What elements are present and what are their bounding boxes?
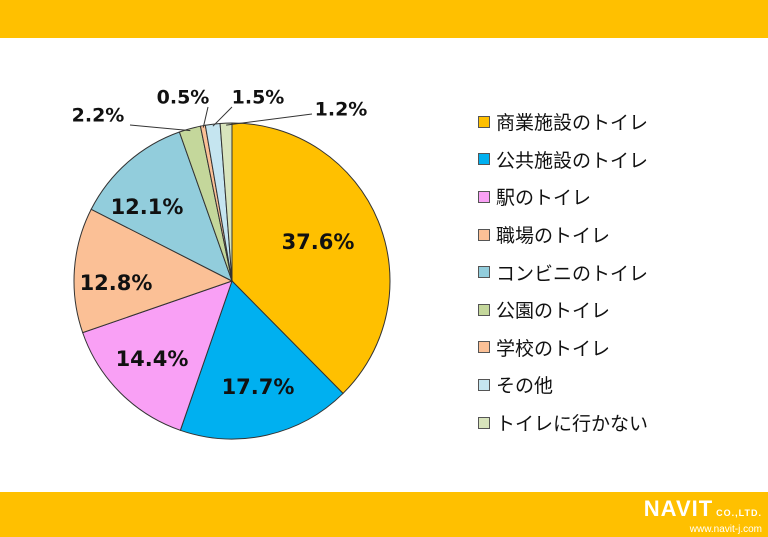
- pie-slice-1: [231, 122, 391, 395]
- data-label-9: 1.2%: [315, 99, 368, 121]
- company-logo: NAVIT CO.,LTD. www.navit-j.com: [644, 498, 762, 536]
- legend: 商業施設のトイレ 公共施設のトイレ 駅のトイレ職場のトイレコンビニのトイレ 公園のトイ…: [478, 103, 738, 441]
- leader-line-7: [202, 106, 209, 128]
- legend-swatch-1: [478, 115, 490, 128]
- pie-slice-4: [73, 208, 234, 334]
- data-label-6: 2.2%: [72, 105, 125, 127]
- legend-label-5: コンビニのトイレ: [496, 262, 649, 285]
- data-label-5: 12.1%: [111, 195, 184, 219]
- legend-label-1: 商業施設のトイレ: [496, 112, 649, 135]
- legend-label-3: 駅のトイレ: [496, 187, 592, 210]
- data-label-3: 14.4%: [116, 347, 189, 371]
- legend-label-2: 公共施設のトイレ: [496, 149, 649, 172]
- pie-chart: 37.6% 17.7% 14.4% 12.8% 12.1% 2.2% 0.5% 1.5% 1.2…: [72, 87, 391, 440]
- legend-swatch-6: [478, 303, 490, 316]
- legend-item-6: 公園のトイレ: [478, 291, 738, 329]
- logo-company-suffix: CO.,LTD.: [716, 508, 762, 518]
- legend-item-1: 商業施設のトイレ: [478, 103, 738, 141]
- pie-slices: [73, 122, 391, 440]
- legend-item-5: コンビニのトイレ: [478, 253, 738, 291]
- legend-swatch-5: [478, 266, 490, 279]
- logo-text: NAVIT: [643, 496, 714, 521]
- pie-slice-2: [179, 280, 344, 440]
- logo-url: www.navit-j.com: [689, 524, 762, 535]
- legend-label-6: 公園のトイレ: [496, 300, 611, 323]
- legend-label-7: 学校のトイレ: [496, 337, 611, 360]
- top-band: [0, 0, 768, 38]
- legend-swatch-2: [478, 153, 490, 166]
- data-label-7: 0.5%: [157, 87, 210, 109]
- legend-swatch-4: [478, 228, 490, 241]
- leader-line-9: [226, 113, 313, 126]
- pie-slice-9: [219, 122, 233, 282]
- legend-item-4: 職場のトイレ: [478, 216, 738, 254]
- legend-swatch-8: [478, 378, 490, 391]
- legend-item-3: 駅のトイレ: [478, 178, 738, 216]
- legend-swatch-9: [478, 416, 490, 429]
- legend-swatch-7: [478, 341, 490, 354]
- legend-item-8: その他: [478, 366, 738, 404]
- pie-slice-3: [82, 280, 233, 431]
- data-label-8: 1.5%: [232, 87, 285, 109]
- legend-label-4: 職場のトイレ: [496, 225, 611, 248]
- legend-item-7: 学校のトイレ: [478, 329, 738, 367]
- legend-label-9: トイレに行かない: [496, 413, 649, 436]
- data-labels: 37.6% 17.7% 14.4% 12.8% 12.1% 2.2% 0.5% 1.5% 1.2…: [72, 87, 368, 400]
- legend-item-2: 公共施設のトイレ: [478, 141, 738, 179]
- leader-line-6: [129, 124, 191, 132]
- data-label-1: 37.6%: [282, 230, 355, 254]
- data-label-2: 17.7%: [222, 375, 295, 399]
- legend-label-8: その他: [496, 375, 554, 398]
- legend-item-9: トイレに行かない: [478, 404, 738, 442]
- leader-lines: [129, 106, 313, 132]
- data-label-4: 12.8%: [80, 271, 153, 295]
- leader-line-8: [212, 106, 233, 127]
- legend-swatch-3: [478, 190, 490, 203]
- pie-slice-5: [90, 131, 233, 283]
- bottom-band: [0, 492, 768, 537]
